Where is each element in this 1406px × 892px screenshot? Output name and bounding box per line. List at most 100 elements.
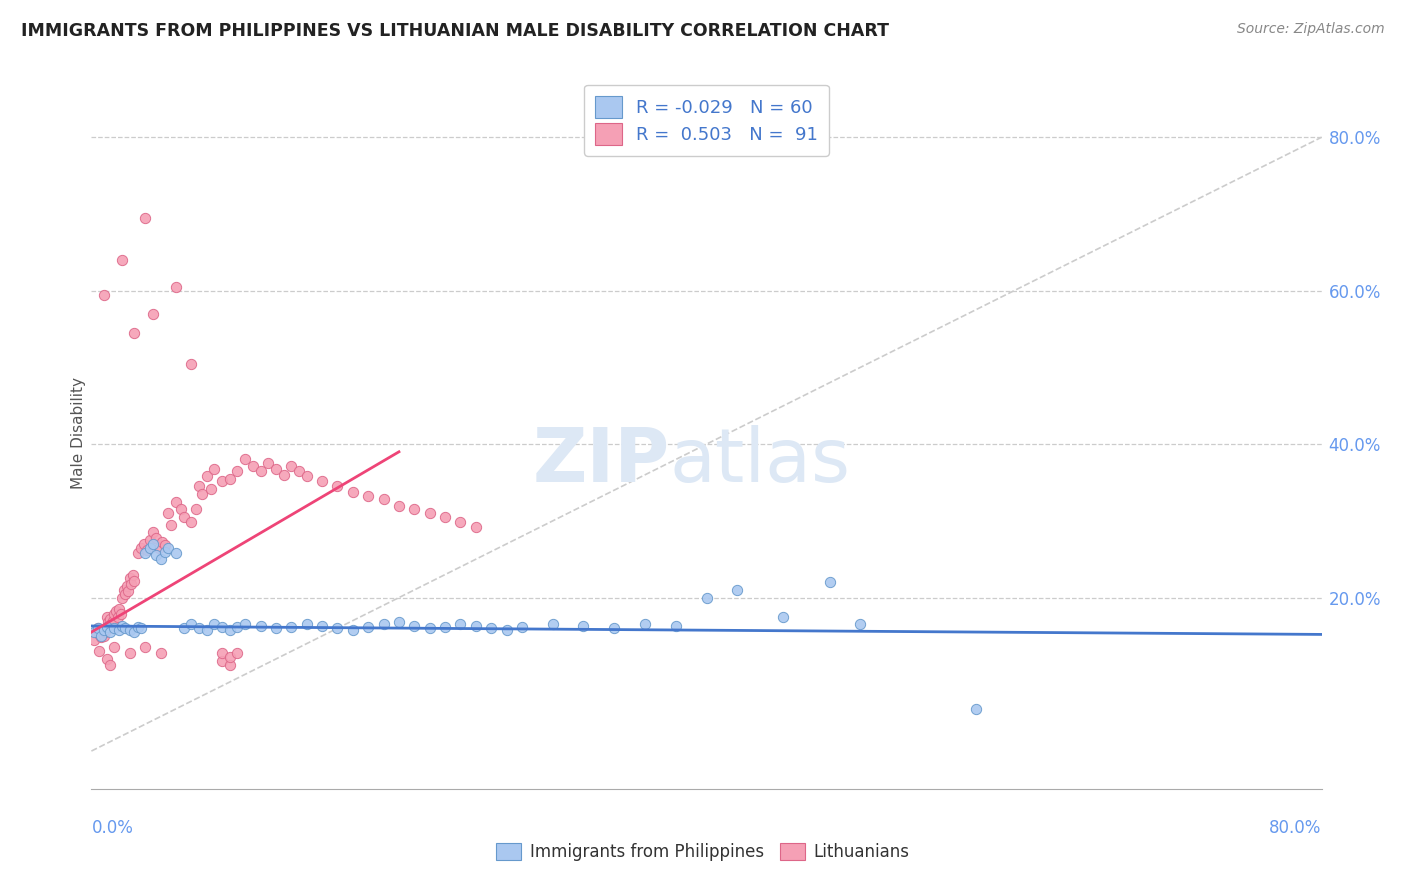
Point: [127, 546, 149, 560]
Point: [139, 541, 162, 555]
Point: [98, 625, 121, 640]
Point: [373, 617, 395, 632]
Point: [226, 620, 249, 634]
Point: [242, 458, 264, 473]
Point: [115, 579, 138, 593]
Text: 0.0%: 0.0%: [91, 819, 134, 837]
Point: [696, 591, 718, 605]
Point: [157, 506, 180, 520]
Point: [184, 502, 207, 516]
Point: [211, 653, 233, 667]
Point: [96, 609, 118, 624]
Point: [111, 591, 134, 605]
Point: [233, 452, 256, 467]
Point: [165, 280, 187, 294]
Point: [218, 623, 240, 637]
Point: [404, 502, 426, 516]
Point: [634, 617, 657, 632]
Point: [202, 617, 225, 632]
Point: [200, 482, 222, 496]
Legend: Immigrants from Philippines, Lithuanians: Immigrants from Philippines, Lithuanians: [489, 836, 917, 868]
Point: [173, 621, 195, 635]
Point: [373, 492, 395, 507]
Point: [134, 546, 156, 560]
Point: [169, 502, 191, 516]
Point: [93, 623, 115, 637]
Point: [91, 623, 114, 637]
Point: [211, 620, 233, 634]
Point: [495, 623, 517, 637]
Point: [280, 458, 302, 473]
Point: [124, 625, 146, 640]
Point: [93, 629, 115, 643]
Point: [273, 467, 295, 482]
Point: [142, 537, 165, 551]
Point: [142, 307, 165, 321]
Point: [388, 615, 411, 629]
Point: [149, 552, 172, 566]
Point: [311, 619, 333, 633]
Point: [153, 544, 177, 558]
Point: [211, 646, 233, 660]
Point: [134, 640, 156, 655]
Point: [145, 531, 167, 545]
Point: [195, 623, 218, 637]
Point: [86, 621, 108, 635]
Point: [264, 461, 287, 475]
Y-axis label: Male Disability: Male Disability: [70, 376, 86, 489]
Point: [129, 541, 152, 555]
Point: [117, 584, 139, 599]
Point: [107, 609, 129, 624]
Point: [449, 516, 471, 530]
Point: [165, 546, 187, 560]
Point: [818, 575, 841, 590]
Point: [118, 646, 141, 660]
Point: [326, 621, 349, 635]
Point: [149, 646, 172, 660]
Point: [188, 479, 211, 493]
Point: [165, 494, 187, 508]
Point: [357, 620, 380, 634]
Point: [295, 617, 318, 632]
Point: [90, 629, 112, 643]
Point: [157, 541, 180, 555]
Point: [93, 287, 115, 301]
Point: [105, 604, 127, 618]
Text: 80.0%: 80.0%: [1270, 819, 1322, 837]
Point: [188, 621, 211, 635]
Point: [257, 456, 280, 470]
Point: [342, 484, 364, 499]
Point: [449, 617, 471, 632]
Point: [142, 525, 165, 540]
Point: [83, 632, 105, 647]
Point: [103, 621, 125, 635]
Point: [139, 533, 162, 547]
Point: [419, 621, 441, 635]
Point: [97, 615, 120, 629]
Point: [965, 702, 987, 716]
Point: [388, 499, 411, 513]
Point: [479, 621, 502, 635]
Text: ZIP: ZIP: [533, 425, 669, 498]
Point: [772, 609, 794, 624]
Point: [218, 472, 240, 486]
Point: [404, 619, 426, 633]
Point: [108, 623, 131, 637]
Point: [226, 646, 249, 660]
Text: IMMIGRANTS FROM PHILIPPINES VS LITHUANIAN MALE DISABILITY CORRELATION CHART: IMMIGRANTS FROM PHILIPPINES VS LITHUANIA…: [21, 22, 889, 40]
Point: [464, 619, 486, 633]
Point: [87, 627, 110, 641]
Point: [96, 652, 118, 666]
Point: [264, 621, 287, 635]
Point: [86, 621, 108, 635]
Point: [111, 619, 134, 633]
Point: [464, 520, 486, 534]
Point: [98, 658, 121, 673]
Point: [665, 619, 688, 633]
Point: [153, 538, 177, 552]
Point: [173, 510, 195, 524]
Point: [218, 658, 240, 673]
Point: [180, 617, 202, 632]
Text: Source: ZipAtlas.com: Source: ZipAtlas.com: [1237, 22, 1385, 37]
Point: [135, 543, 157, 558]
